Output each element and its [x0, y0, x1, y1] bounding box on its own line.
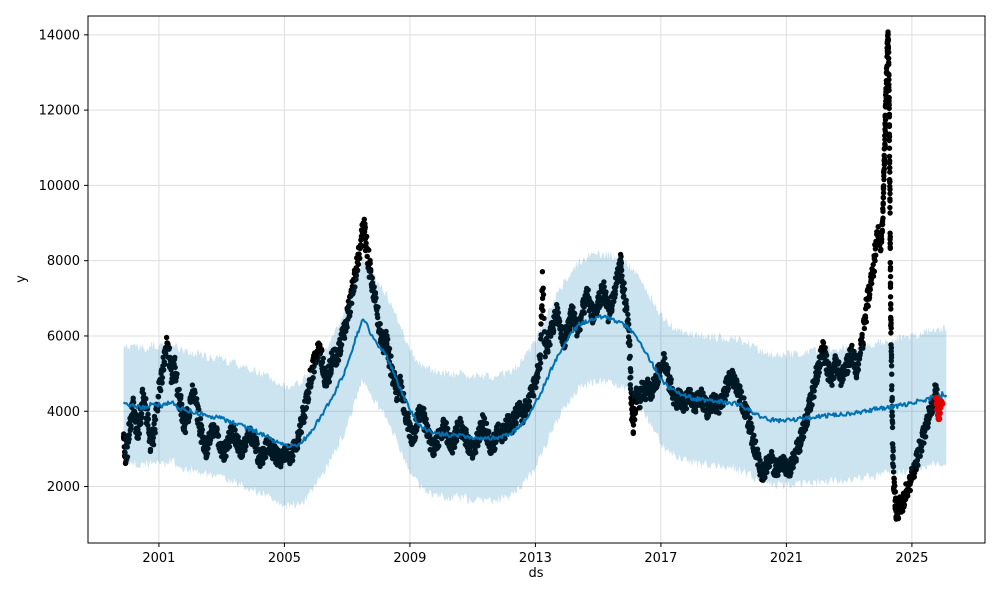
y-tick-label: 10000	[39, 179, 80, 194]
y-tick-label: 4000	[47, 405, 80, 420]
y-tick-label: 14000	[39, 28, 80, 43]
axis-ticks: 2001 2005 2009 2013 2017 2021 2025 2000 4000 6000…	[39, 28, 929, 566]
y-axis-label: y	[14, 275, 29, 283]
observed-points	[120, 29, 940, 522]
axes-spines	[87, 15, 986, 544]
x-tick-label: 2005	[268, 551, 301, 566]
anomaly-points	[933, 394, 946, 423]
x-tick-label: 2025	[895, 551, 928, 566]
x-tick-label: 2009	[393, 551, 426, 566]
x-tick-label: 2021	[770, 551, 803, 566]
y-tick-label: 12000	[39, 104, 80, 119]
y-tick-label: 6000	[47, 329, 80, 344]
forecast-line	[122, 314, 948, 449]
x-axis-label: ds	[528, 566, 543, 581]
x-tick-label: 2001	[142, 551, 175, 566]
x-tick-label: 2013	[519, 551, 552, 566]
x-tick-label: 2017	[644, 551, 677, 566]
uncertainty-band	[123, 249, 947, 510]
y-tick-label: 8000	[47, 254, 80, 269]
grid-lines	[88, 16, 985, 543]
y-tick-label: 2000	[47, 480, 80, 495]
